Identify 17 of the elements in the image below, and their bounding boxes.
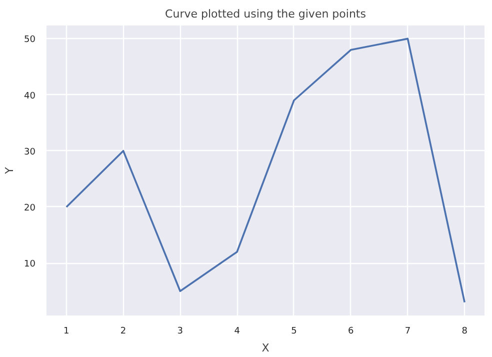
x-tick-label: 3 bbox=[177, 326, 184, 336]
y-tick-label: 50 bbox=[24, 35, 36, 46]
y-tick-label: 30 bbox=[24, 147, 36, 158]
y-tick-label: 40 bbox=[24, 91, 36, 102]
x-tick-label: 1 bbox=[64, 326, 70, 336]
line-series bbox=[66, 38, 466, 304]
y-axis-title: Y bbox=[3, 166, 16, 175]
x-tick-label: 4 bbox=[234, 326, 240, 336]
x-tick-label: 7 bbox=[404, 326, 411, 336]
x-tick-label: 2 bbox=[120, 326, 126, 336]
y-tick-label: 10 bbox=[24, 260, 36, 270]
y-tick-label: 20 bbox=[24, 203, 36, 214]
x-axis-title: X bbox=[262, 342, 270, 354]
x-tick-label: 5 bbox=[291, 326, 297, 336]
x-tick-label: 8 bbox=[462, 326, 468, 336]
x-tick-label: 6 bbox=[348, 326, 354, 336]
chart-title: Curve plotted using the given points bbox=[165, 8, 366, 20]
